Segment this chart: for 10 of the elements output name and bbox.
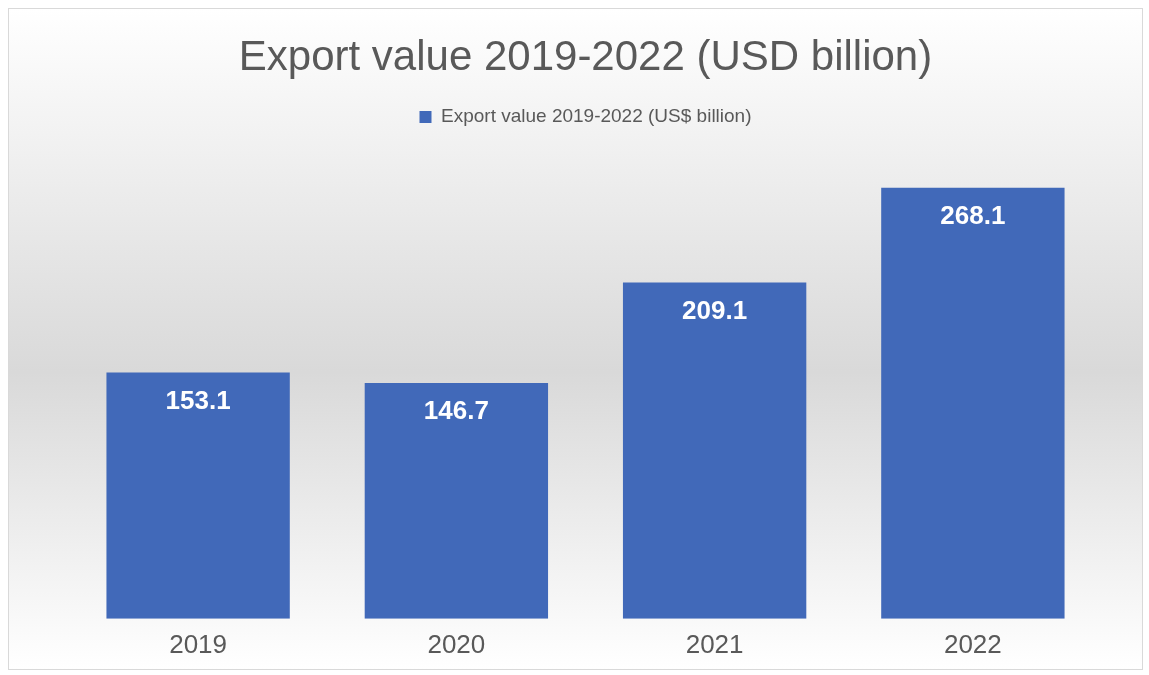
data-label: 268.1 <box>940 199 1006 230</box>
x-tick-label: 2020 <box>427 628 486 659</box>
x-tick-label: 2019 <box>169 628 228 659</box>
x-tick-label: 2021 <box>685 628 744 659</box>
data-label: 153.1 <box>165 384 231 415</box>
x-tick-label: 2022 <box>943 628 1002 659</box>
chart-title: Export value 2019-2022 (USD billion) <box>238 31 933 79</box>
legend-label: Export value 2019-2022 (US$ billion) <box>440 105 752 127</box>
data-label: 209.1 <box>682 294 748 325</box>
data-label: 146.7 <box>423 395 489 426</box>
